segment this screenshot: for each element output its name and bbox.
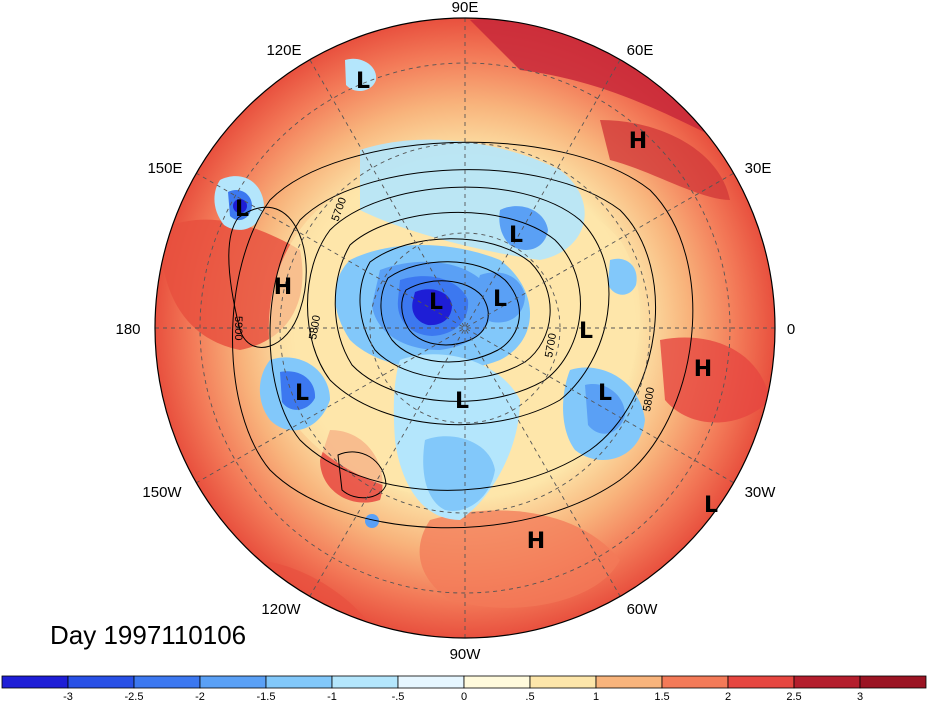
colorbar-swatch [67, 675, 135, 689]
low-pressure-marker: L [704, 493, 718, 518]
contour-label: 5700 [543, 332, 559, 358]
colorbar-tick-label: 1 [593, 691, 599, 702]
lon-label-90w: 90W [450, 646, 482, 663]
map-border [154, 17, 776, 639]
high-pressure-marker: H [527, 529, 545, 554]
lon-label-30w: 30W [745, 484, 777, 501]
lon-label-120w: 120W [261, 601, 301, 618]
colorbar-tick-label: -1 [327, 691, 337, 702]
high-pressure-marker: H [629, 129, 647, 154]
colorbar-swatch [1, 675, 69, 689]
colorbar-swatch [793, 675, 861, 689]
colorbar-swatch [199, 675, 267, 689]
colorbar-tick-label: -2.5 [125, 691, 144, 702]
colorbar-tick-label: 0 [461, 691, 467, 702]
colorbar-swatch [859, 675, 927, 689]
colorbar-tick-label: -3 [63, 691, 73, 702]
lon-label-150w: 150W [142, 484, 182, 501]
colorbar-swatch [529, 675, 597, 689]
colorbar-tick-label: -1.5 [257, 691, 276, 702]
colorbar-tick-label: 2 [725, 691, 731, 702]
colorbar-swatch [331, 675, 399, 689]
lon-label-180: 180 [115, 321, 140, 338]
low-pressure-marker: L [429, 290, 443, 315]
lon-label-120e: 120E [266, 42, 301, 59]
low-pressure-marker: L [509, 223, 523, 248]
colorbar-tick-label: 3 [857, 691, 863, 702]
colorbar-swatch [727, 675, 795, 689]
colorbar-swatch [397, 675, 465, 689]
colorbar-tick-label: 2.5 [786, 691, 801, 702]
colorbar-swatch [661, 675, 729, 689]
low-pressure-marker: L [598, 381, 612, 406]
map-disk [155, 18, 775, 638]
colorbar-tick-label: .5 [525, 691, 534, 702]
lon-label-0: 0 [787, 321, 795, 338]
colorbar-tick-label: -2 [195, 691, 205, 702]
lon-label-30e: 30E [745, 160, 772, 177]
high-pressure-marker: H [694, 357, 712, 382]
lon-label-90e: 90E [452, 0, 479, 16]
lon-label-60w: 60W [627, 601, 659, 618]
lon-label-60e: 60E [627, 42, 654, 59]
contour-label: 5800 [641, 386, 657, 412]
low-pressure-marker: L [235, 197, 249, 222]
low-pressure-marker: L [579, 319, 593, 344]
colorbar-swatch [595, 675, 663, 689]
pressure-centers: L H L L H L L L L H L L H L [235, 69, 718, 554]
low-pressure-marker: L [356, 69, 370, 94]
low-pressure-marker: L [455, 389, 469, 414]
colorbar: -3 -2.5 -2 -1.5 -1 -.5 0 .5 1 1.5 2 2.5 3 [1, 675, 927, 702]
low-pressure-marker: L [493, 287, 507, 312]
figure-title: Day 1997110106 [50, 620, 247, 650]
contour-label: 5800 [307, 314, 323, 340]
longitude-labels: 90E 120E 60E 150E 30E 180 0 150W 30W 120… [115, 0, 795, 663]
colorbar-swatch [463, 675, 531, 689]
colorbar-swatch [265, 675, 333, 689]
colorbar-swatch [133, 675, 201, 689]
high-pressure-marker: H [274, 275, 292, 300]
contour-label: 5900 [232, 316, 244, 340]
colorbar-tick-label: -.5 [392, 691, 405, 702]
colorbar-tick-label: 1.5 [654, 691, 669, 702]
lon-label-150e: 150E [147, 160, 182, 177]
low-pressure-marker: L [295, 381, 309, 406]
contour-labels: 5700 5800 5900 5700 5800 [232, 196, 657, 413]
